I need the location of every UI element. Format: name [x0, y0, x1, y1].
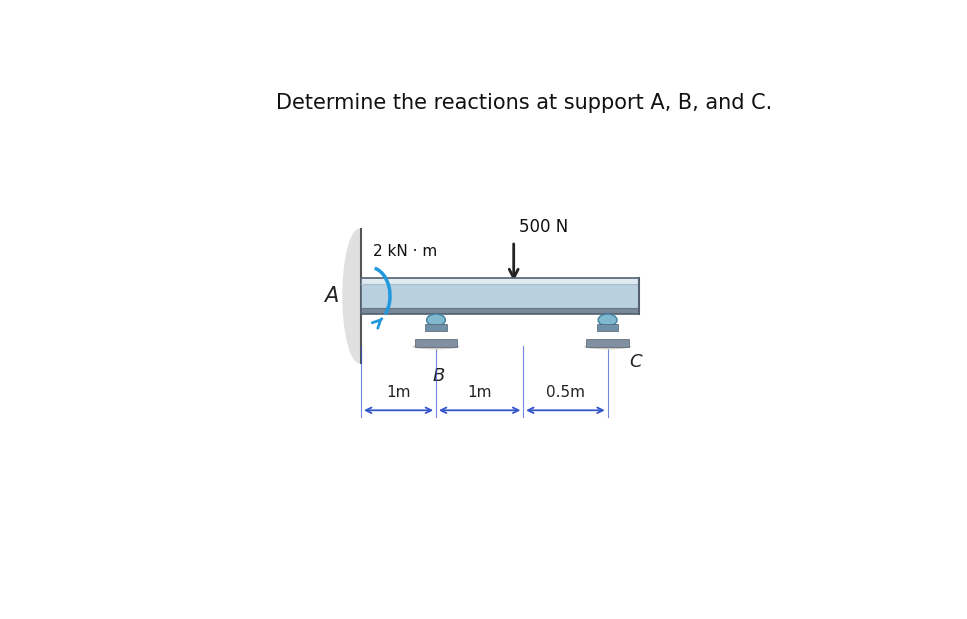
Bar — [362, 278, 638, 314]
Bar — [597, 324, 618, 331]
Text: 500 N: 500 N — [519, 219, 569, 236]
Ellipse shape — [599, 314, 617, 326]
Text: 1m: 1m — [387, 385, 411, 400]
Bar — [586, 339, 630, 347]
Polygon shape — [343, 229, 360, 363]
Text: B: B — [432, 368, 445, 386]
Bar — [362, 284, 638, 308]
Bar — [415, 339, 457, 347]
Bar — [362, 278, 638, 284]
Bar — [425, 324, 447, 331]
Text: 2 kN · m: 2 kN · m — [373, 244, 437, 259]
Bar — [362, 308, 638, 314]
Text: C: C — [630, 353, 642, 371]
Ellipse shape — [412, 344, 459, 349]
Text: 1m: 1m — [467, 385, 492, 400]
Text: A: A — [324, 286, 338, 306]
Text: 0.5m: 0.5m — [546, 385, 585, 400]
Ellipse shape — [584, 344, 631, 349]
Text: Determine the reactions at support A, B, and C.: Determine the reactions at support A, B,… — [277, 93, 773, 113]
Ellipse shape — [426, 314, 446, 326]
